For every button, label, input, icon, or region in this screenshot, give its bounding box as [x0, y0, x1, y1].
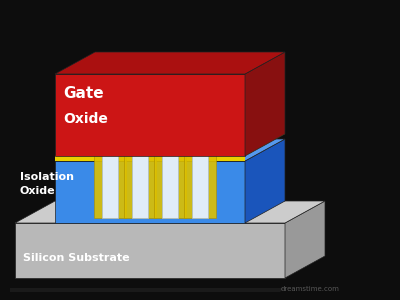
Text: Oxide: Oxide	[63, 112, 108, 126]
Polygon shape	[102, 130, 118, 218]
Polygon shape	[192, 150, 214, 154]
Polygon shape	[102, 126, 124, 130]
Polygon shape	[132, 138, 148, 218]
Polygon shape	[124, 133, 164, 138]
Polygon shape	[245, 52, 285, 156]
Polygon shape	[154, 146, 186, 218]
Polygon shape	[132, 134, 154, 138]
Polygon shape	[55, 134, 285, 156]
Text: dreamstime.com: dreamstime.com	[280, 286, 340, 292]
Text: Isolation
Oxide: Isolation Oxide	[20, 172, 74, 196]
Polygon shape	[94, 125, 134, 130]
Polygon shape	[55, 139, 285, 161]
Polygon shape	[124, 138, 156, 218]
Polygon shape	[192, 154, 208, 218]
Polygon shape	[184, 154, 216, 218]
Polygon shape	[184, 149, 224, 154]
Polygon shape	[55, 74, 245, 156]
Text: Silicon Substrate: Silicon Substrate	[23, 253, 130, 263]
Polygon shape	[245, 139, 285, 223]
Polygon shape	[55, 161, 245, 223]
Polygon shape	[15, 223, 285, 278]
Polygon shape	[162, 146, 178, 218]
Polygon shape	[285, 201, 325, 278]
Polygon shape	[55, 52, 285, 74]
Polygon shape	[10, 288, 285, 292]
Polygon shape	[162, 142, 184, 146]
Text: Gate: Gate	[63, 86, 104, 101]
Polygon shape	[55, 156, 245, 161]
Polygon shape	[154, 141, 194, 146]
Polygon shape	[94, 130, 126, 218]
Polygon shape	[15, 201, 325, 223]
